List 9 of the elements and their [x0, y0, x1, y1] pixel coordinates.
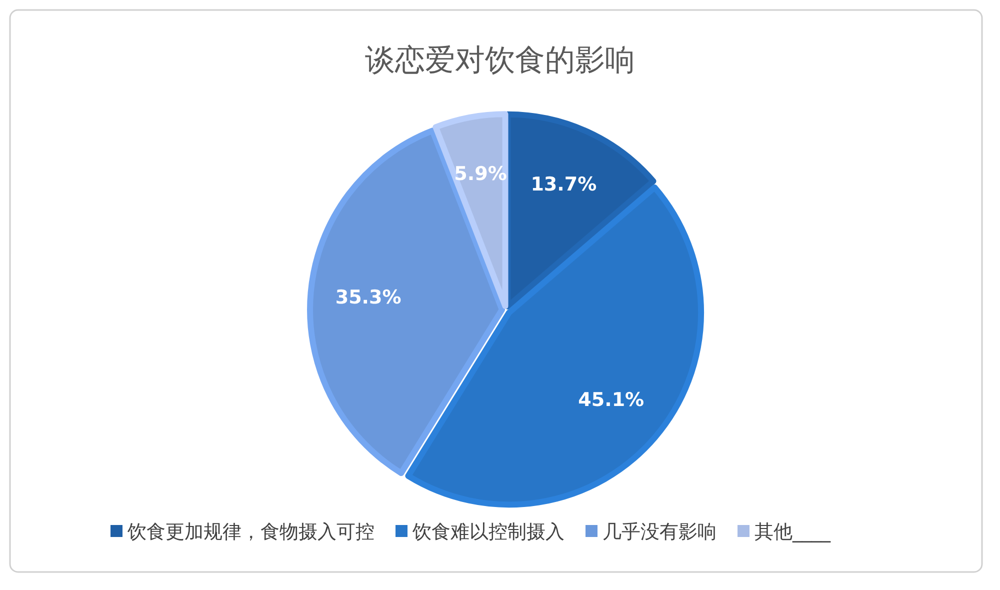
chart-title: 谈恋爱对饮食的影响: [365, 43, 635, 78]
legend-label: 饮食难以控制摄入: [412, 521, 564, 543]
data-label: 45.1%: [578, 388, 644, 411]
data-label: 13.7%: [530, 173, 597, 196]
legend-label: 饮食更加规律，食物摄入可控: [126, 521, 374, 543]
data-label: 35.3%: [335, 286, 402, 308]
data-label: 5.9%: [454, 163, 507, 186]
legend-label: 其他____: [754, 521, 831, 543]
legend-label: 几乎没有影响: [602, 521, 716, 543]
